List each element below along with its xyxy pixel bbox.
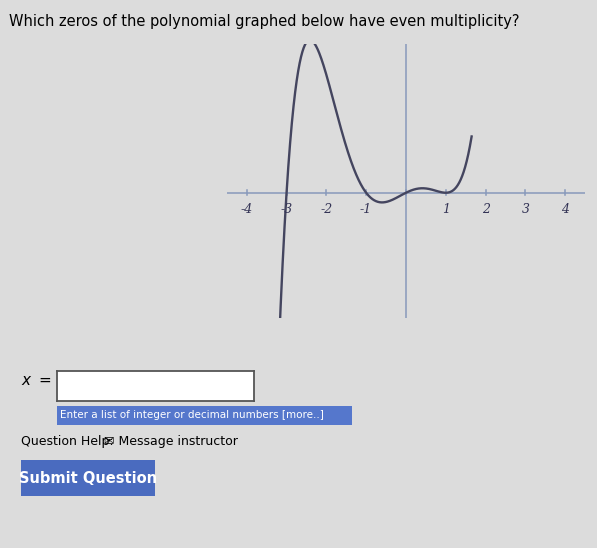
Text: -4: -4 — [241, 203, 253, 216]
Text: -3: -3 — [281, 203, 293, 216]
Text: Submit Question: Submit Question — [19, 471, 157, 486]
Text: 2: 2 — [482, 203, 490, 216]
Text: Question Help:: Question Help: — [21, 435, 113, 448]
Text: 3: 3 — [521, 203, 530, 216]
Text: $x\ =$: $x\ =$ — [21, 373, 51, 389]
Text: Which zeros of the polynomial graphed below have even multiplicity?: Which zeros of the polynomial graphed be… — [9, 14, 519, 28]
Text: 1: 1 — [442, 203, 450, 216]
Text: Enter a list of integer or decimal numbers [more..]: Enter a list of integer or decimal numbe… — [60, 410, 324, 420]
Text: -1: -1 — [360, 203, 373, 216]
Text: ✉ Message instructor: ✉ Message instructor — [104, 435, 238, 448]
Text: 4: 4 — [561, 203, 569, 216]
Text: -2: -2 — [320, 203, 333, 216]
